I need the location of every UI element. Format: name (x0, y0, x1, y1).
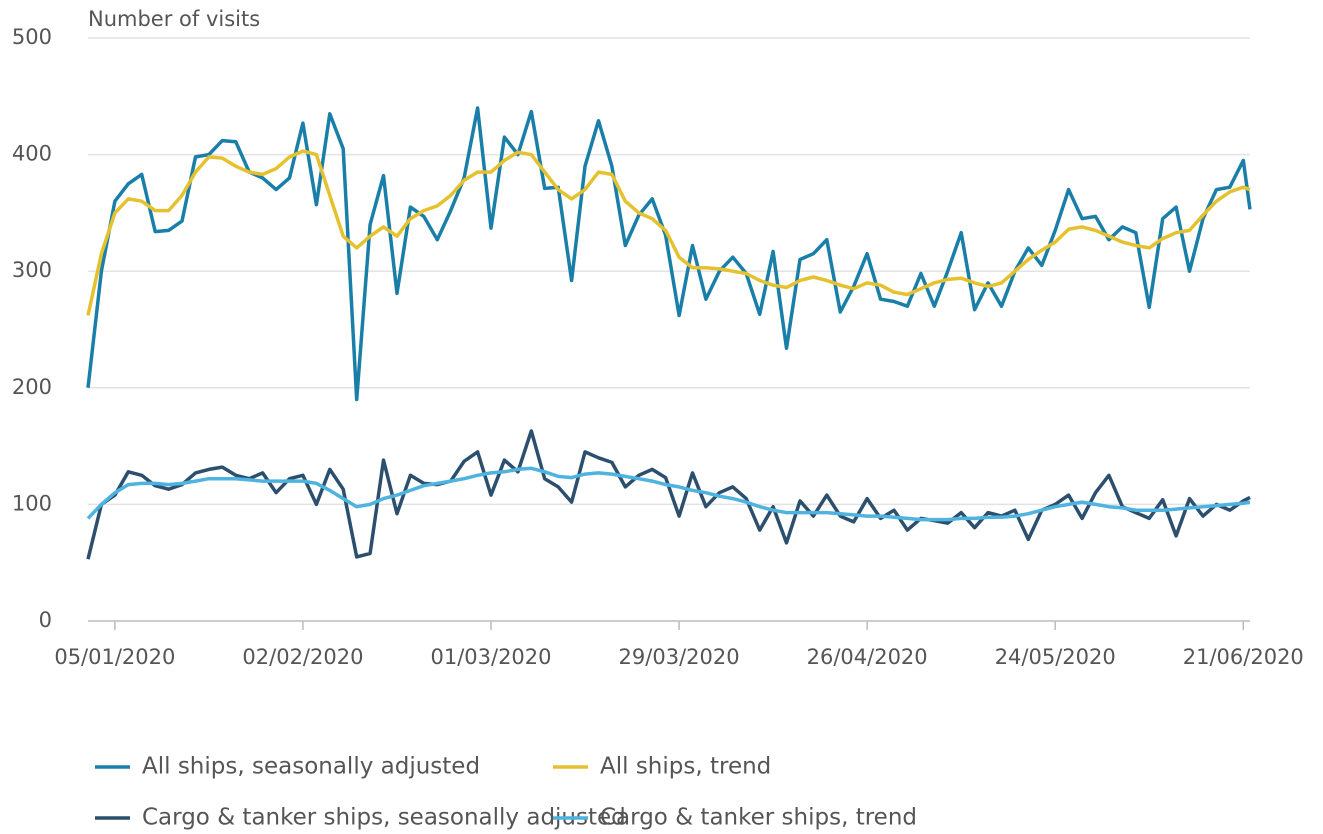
legend-label: Cargo & tanker ships, seasonally adjuste… (142, 805, 626, 831)
y-tick-label: 100 (12, 491, 52, 515)
y-tick-label: 500 (12, 25, 52, 49)
legend-label: All ships, trend (600, 754, 771, 780)
x-tick-label: 24/05/2020 (995, 645, 1116, 669)
x-tick-label: 05/01/2020 (54, 645, 175, 669)
x-tick-label: 01/03/2020 (430, 645, 551, 669)
legend-label: All ships, seasonally adjusted (142, 754, 480, 780)
y-axis-title: Number of visits (88, 7, 260, 31)
series-line (86, 106, 1252, 402)
series-line (86, 429, 1251, 560)
series-line (86, 466, 1251, 522)
series-line (86, 149, 1251, 316)
x-tick-label: 02/02/2020 (242, 645, 363, 669)
y-tick-label: 0 (39, 608, 52, 632)
x-tick-label: 29/03/2020 (619, 645, 740, 669)
y-tick-label: 200 (12, 375, 52, 399)
x-tick-label: 26/04/2020 (807, 645, 928, 669)
y-tick-label: 400 (12, 142, 52, 166)
legend-label: Cargo & tanker ships, trend (600, 805, 917, 831)
y-tick-label: 300 (12, 258, 52, 282)
x-tick-label: 21/06/2020 (1183, 645, 1304, 669)
